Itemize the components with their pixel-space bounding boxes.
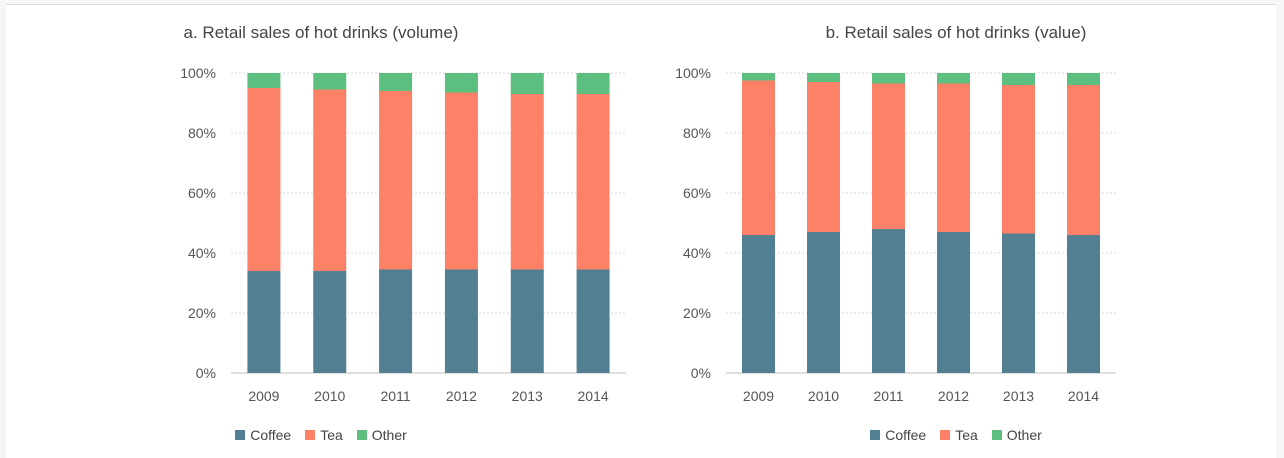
y-tick-label: 0% bbox=[196, 365, 216, 381]
legend-value: Coffee Tea Other bbox=[636, 427, 1276, 443]
legend-item-coffee: Coffee bbox=[235, 427, 291, 443]
legend-label-coffee: Coffee bbox=[250, 427, 292, 443]
y-tick-label: 60% bbox=[683, 185, 711, 201]
bar-tea bbox=[1002, 85, 1035, 234]
bar-coffee bbox=[247, 271, 281, 373]
bar-tea bbox=[313, 89, 347, 271]
bar-coffee bbox=[742, 235, 775, 373]
bar-tea bbox=[444, 92, 478, 270]
bar-coffee bbox=[937, 232, 970, 373]
legend-volume: Coffee Tea Other bbox=[6, 427, 636, 443]
x-tick-label: 2011 bbox=[381, 388, 411, 404]
x-tick-label: 2014 bbox=[578, 388, 609, 404]
bar-tea bbox=[1067, 85, 1100, 235]
bar-coffee bbox=[1067, 235, 1100, 373]
legend-swatch-other bbox=[991, 430, 1002, 440]
bar-coffee bbox=[872, 229, 905, 373]
bar-coffee bbox=[807, 232, 840, 373]
bar-other bbox=[937, 73, 970, 84]
bar-coffee bbox=[576, 269, 610, 373]
bar-coffee bbox=[379, 269, 413, 373]
bar-other bbox=[742, 73, 775, 81]
x-tick-label: 2013 bbox=[1003, 388, 1034, 404]
x-tick-label: 2014 bbox=[1068, 388, 1099, 404]
legend-item-tea: Tea bbox=[940, 427, 978, 443]
chart-volume: 0% 20% 40% 60% 80% 100% 2009 2010 2011 2012 2013 20… bbox=[180, 65, 626, 404]
bar-tea bbox=[247, 88, 281, 271]
x-tick-label: 2010 bbox=[314, 388, 345, 404]
bar-other bbox=[576, 73, 610, 94]
bar-tea bbox=[576, 94, 610, 270]
bar-coffee bbox=[510, 269, 544, 373]
x-tick-label: 2011 bbox=[873, 388, 903, 404]
bar-other bbox=[247, 73, 281, 88]
bar-tea bbox=[379, 91, 413, 270]
y-tick-label: 20% bbox=[188, 305, 216, 321]
bar-tea bbox=[742, 80, 775, 235]
x-tick-label: 2012 bbox=[938, 388, 969, 404]
bar-other bbox=[510, 73, 544, 94]
y-tick-label: 20% bbox=[683, 305, 711, 321]
y-tick-label: 80% bbox=[683, 125, 711, 141]
bar-other bbox=[444, 73, 478, 93]
bar-other bbox=[872, 73, 905, 84]
bar-other bbox=[379, 73, 413, 91]
chart-panel-value: b. Retail sales of hot drinks (value) 0%… bbox=[636, 5, 1276, 458]
bar-other bbox=[313, 73, 347, 90]
legend-label-other: Other bbox=[1006, 427, 1042, 443]
legend-swatch-coffee bbox=[235, 430, 246, 440]
y-tick-label: 60% bbox=[188, 185, 216, 201]
legend-item-other: Other bbox=[991, 427, 1042, 443]
legend-label-other: Other bbox=[371, 427, 407, 443]
x-tick-label: 2010 bbox=[808, 388, 839, 404]
legend-label-coffee: Coffee bbox=[885, 427, 927, 443]
legend-item-coffee: Coffee bbox=[870, 427, 926, 443]
chart-title-volume: a. Retail sales of hot drinks (volume) bbox=[183, 23, 459, 42]
y-tick-label: 40% bbox=[683, 245, 711, 261]
x-tick-label: 2009 bbox=[248, 388, 279, 404]
legend-swatch-coffee bbox=[870, 430, 881, 440]
bar-other bbox=[1002, 73, 1035, 85]
legend-label-tea: Tea bbox=[955, 427, 978, 443]
bar-other bbox=[807, 73, 840, 82]
chart-value: 0% 20% 40% 60% 80% 100% 2009 2010 2011 2012 2013 20… bbox=[675, 65, 1116, 404]
legend-swatch-tea bbox=[305, 430, 316, 440]
x-tick-label: 2013 bbox=[512, 388, 543, 404]
x-tick-label: 2009 bbox=[743, 388, 774, 404]
chart-panel-volume: a. Retail sales of hot drinks (volume) 0… bbox=[6, 5, 636, 458]
legend-swatch-other bbox=[356, 430, 367, 440]
chart-title-value: b. Retail sales of hot drinks (value) bbox=[825, 23, 1087, 42]
bar-tea bbox=[872, 83, 905, 229]
figure-frame: a. Retail sales of hot drinks (volume) 0… bbox=[6, 4, 1276, 458]
bar-tea bbox=[510, 94, 544, 270]
y-tick-label: 0% bbox=[691, 365, 711, 381]
legend-label-tea: Tea bbox=[320, 427, 343, 443]
y-tick-label: 100% bbox=[675, 65, 711, 81]
x-tick-label: 2012 bbox=[446, 388, 477, 404]
y-tick-label: 100% bbox=[180, 65, 216, 81]
bar-coffee bbox=[1002, 233, 1035, 373]
bar-coffee bbox=[313, 271, 347, 373]
legend-item-tea: Tea bbox=[305, 427, 343, 443]
legend-item-other: Other bbox=[356, 427, 407, 443]
bar-coffee bbox=[444, 269, 478, 373]
y-tick-label: 80% bbox=[188, 125, 216, 141]
bar-tea bbox=[807, 82, 840, 232]
y-tick-label: 40% bbox=[188, 245, 216, 261]
legend-swatch-tea bbox=[940, 430, 951, 440]
bar-tea bbox=[937, 83, 970, 232]
bar-other bbox=[1067, 73, 1100, 85]
